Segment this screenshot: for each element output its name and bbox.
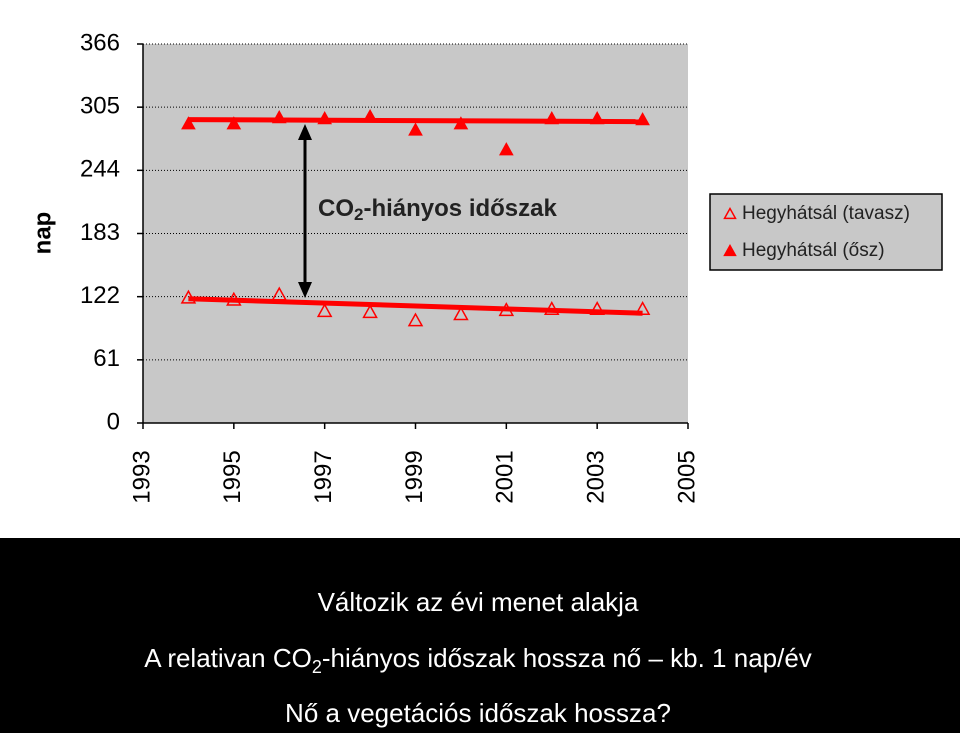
plot bbox=[180, 108, 651, 327]
data-point bbox=[226, 116, 242, 130]
y-tick-label: 244 bbox=[80, 156, 120, 183]
data-point bbox=[226, 291, 242, 306]
y-axis-label: nap bbox=[29, 212, 56, 255]
data-point bbox=[408, 122, 423, 136]
y-tick-label: 61 bbox=[93, 345, 120, 372]
data-point bbox=[362, 304, 378, 319]
data-point bbox=[498, 142, 514, 156]
x-tick-label: 2005 bbox=[673, 450, 700, 503]
annotation: CO2-hiányos időszak bbox=[318, 195, 558, 224]
legend-marker bbox=[723, 206, 737, 220]
data-point bbox=[589, 301, 605, 316]
x-tick-label: 1995 bbox=[219, 450, 246, 503]
caption-part: A relativan CO bbox=[144, 643, 312, 673]
x-tick-label: 2003 bbox=[583, 450, 610, 503]
data-point bbox=[271, 109, 287, 124]
legend-box bbox=[709, 193, 943, 271]
legend-marker bbox=[723, 243, 737, 257]
data-point bbox=[271, 286, 288, 301]
legend-label: Hegyhátsál (ősz) bbox=[742, 240, 885, 261]
annotation-arrow bbox=[298, 124, 312, 298]
y-tick-label: 0 bbox=[107, 408, 120, 435]
x-tick-label: 1999 bbox=[401, 450, 428, 503]
data-point bbox=[635, 112, 650, 126]
data-point bbox=[317, 111, 333, 125]
caption-line: Nő a vegetációs időszak hossza? bbox=[285, 698, 671, 728]
y-tick-label: 183 bbox=[80, 219, 120, 246]
annotation-part: -hiányos időszak bbox=[363, 195, 557, 222]
data-point bbox=[316, 303, 333, 318]
data-point bbox=[362, 108, 378, 123]
data-point bbox=[407, 312, 424, 327]
trend-line bbox=[188, 296, 643, 316]
caption-part: -hiányos időszak hossza nő – kb. 1 nap/é… bbox=[322, 643, 812, 673]
legend: Hegyhátsál (tavasz) Hegyhátsál (ősz) bbox=[709, 193, 943, 271]
legend-label: Hegyhátsál (tavasz) bbox=[742, 203, 910, 224]
annotation-part: CO bbox=[318, 195, 354, 222]
trend-line bbox=[188, 117, 643, 125]
y-tick-label: 122 bbox=[80, 282, 120, 309]
caption-line: Változik az évi menet alakja bbox=[318, 587, 639, 617]
caption-subscript: 2 bbox=[312, 657, 322, 677]
x-tick-label: 1993 bbox=[128, 450, 155, 503]
data-point bbox=[589, 111, 605, 125]
caption-background bbox=[0, 538, 960, 733]
data-point bbox=[180, 289, 197, 304]
data-point bbox=[543, 301, 560, 316]
data-point bbox=[453, 306, 469, 321]
data-point bbox=[634, 301, 651, 316]
data-point bbox=[544, 111, 560, 125]
caption-line: A relativan CO2-hiányos időszak hossza n… bbox=[144, 643, 812, 677]
y-tick-label: 366 bbox=[80, 29, 120, 56]
data-point bbox=[453, 116, 469, 130]
data-point bbox=[498, 302, 515, 317]
y-tick-label: 305 bbox=[80, 93, 120, 120]
x-tick-label: 1997 bbox=[310, 450, 337, 503]
x-tick-label: 2001 bbox=[492, 450, 519, 503]
annotation-subscript: 2 bbox=[354, 205, 363, 224]
data-point bbox=[181, 116, 196, 130]
